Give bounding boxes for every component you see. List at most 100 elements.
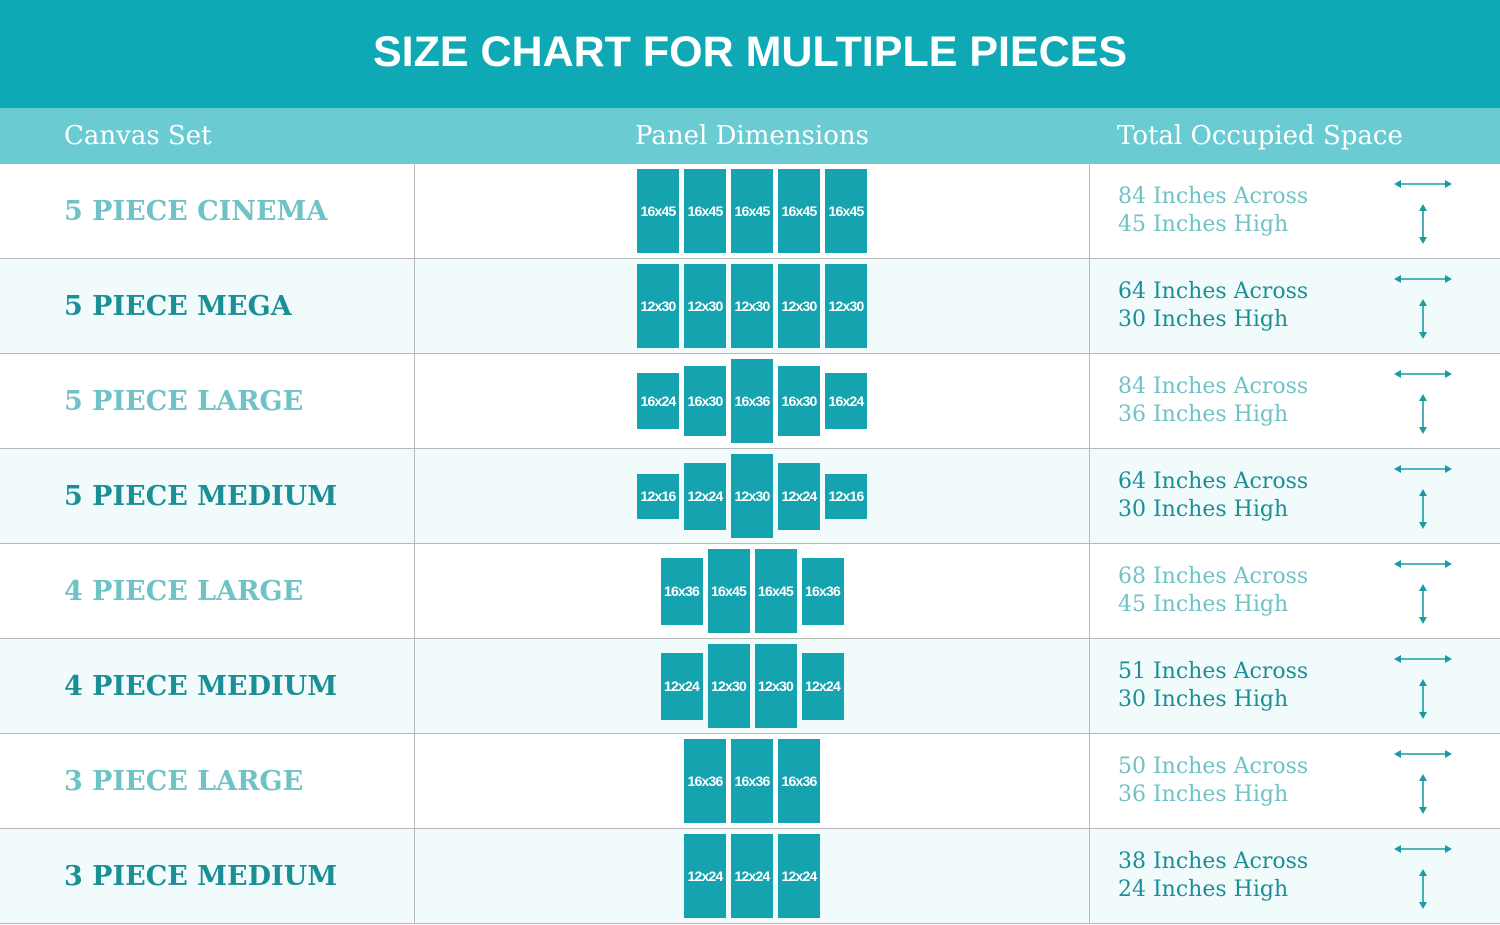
panel: 16x45 bbox=[731, 169, 773, 253]
height-text: 30 Inches High bbox=[1118, 497, 1289, 522]
occupied-space: 50 Inches Across 36 Inches High bbox=[1090, 734, 1500, 828]
panel: 12x30 bbox=[707, 644, 750, 728]
page-title: SIZE CHART FOR MULTIPLE PIECES bbox=[0, 0, 1500, 108]
canvas-set-name: 5 PIECE MEDIUM bbox=[0, 449, 415, 543]
panel: 12x24 bbox=[684, 834, 726, 918]
occupied-space: 84 Inches Across 36 Inches High bbox=[1090, 354, 1500, 448]
table-row: 3 PIECE LARGE 16x36 16x36 16x36 50 Inches … bbox=[0, 734, 1500, 829]
panel: 16x45 bbox=[637, 169, 679, 253]
panel: 12x24 bbox=[731, 834, 773, 918]
width-text: 84 Inches Across bbox=[1118, 184, 1309, 209]
panel: 12x30 bbox=[754, 644, 797, 728]
panel: 12x24 bbox=[778, 834, 820, 918]
panel: 12x24 bbox=[778, 462, 820, 530]
occupied-space: 38 Inches Across 24 Inches High bbox=[1090, 829, 1500, 923]
panel-layout: 12x16 12x24 12x30 12x24 12x16 bbox=[415, 449, 1090, 543]
height-text: 45 Inches High bbox=[1118, 212, 1289, 237]
vertical-arrow-icon bbox=[1417, 679, 1429, 727]
vertical-arrow-icon bbox=[1417, 774, 1429, 822]
horizontal-arrow-icon bbox=[1394, 550, 1452, 578]
table-row: 5 PIECE MEGA 12x30 12x30 12x30 12x30 12x30 6… bbox=[0, 259, 1500, 354]
vertical-arrow-icon bbox=[1417, 204, 1429, 252]
panel-layout: 12x30 12x30 12x30 12x30 12x30 bbox=[415, 259, 1090, 353]
width-text: 68 Inches Across bbox=[1118, 564, 1309, 589]
occupied-space: 68 Inches Across 45 Inches High bbox=[1090, 544, 1500, 638]
panel: 16x36 bbox=[660, 557, 703, 625]
occupied-space: 84 Inches Across 45 Inches High bbox=[1090, 164, 1500, 258]
panel: 12x24 bbox=[801, 652, 844, 720]
horizontal-arrow-icon bbox=[1394, 360, 1452, 388]
horizontal-arrow-icon bbox=[1394, 265, 1452, 293]
table-row: 4 PIECE MEDIUM 12x24 12x30 12x30 12x24 51 I… bbox=[0, 639, 1500, 734]
width-text: 64 Inches Across bbox=[1118, 279, 1309, 304]
horizontal-arrow-icon bbox=[1394, 455, 1452, 483]
canvas-set-name: 5 PIECE CINEMA bbox=[0, 164, 415, 258]
panel: 16x45 bbox=[778, 169, 820, 253]
vertical-arrow-icon bbox=[1417, 869, 1429, 917]
width-text: 84 Inches Across bbox=[1118, 374, 1309, 399]
panel: 12x16 bbox=[637, 473, 679, 519]
panel: 12x30 bbox=[778, 264, 820, 348]
panel: 16x24 bbox=[825, 373, 867, 429]
canvas-set-name: 5 PIECE MEGA bbox=[0, 259, 415, 353]
panel: 16x45 bbox=[684, 169, 726, 253]
table-header: Canvas Set Panel Dimensions Total Occupi… bbox=[0, 108, 1500, 164]
panel: 12x16 bbox=[825, 473, 867, 519]
panel: 16x36 bbox=[731, 359, 773, 443]
occupied-space: 64 Inches Across 30 Inches High bbox=[1090, 449, 1500, 543]
vertical-arrow-icon bbox=[1417, 299, 1429, 347]
table-row: 4 PIECE LARGE 16x36 16x45 16x45 16x36 68 In… bbox=[0, 544, 1500, 639]
vertical-arrow-icon bbox=[1417, 489, 1429, 537]
horizontal-arrow-icon bbox=[1394, 835, 1452, 863]
panel: 16x45 bbox=[707, 549, 750, 633]
width-text: 50 Inches Across bbox=[1118, 754, 1309, 779]
height-text: 24 Inches High bbox=[1118, 877, 1289, 902]
occupied-space: 51 Inches Across 30 Inches High bbox=[1090, 639, 1500, 733]
height-text: 45 Inches High bbox=[1118, 592, 1289, 617]
panel: 16x36 bbox=[684, 739, 726, 823]
vertical-arrow-icon bbox=[1417, 394, 1429, 442]
panel: 12x24 bbox=[684, 462, 726, 530]
panel-layout: 16x24 16x30 16x36 16x30 16x24 bbox=[415, 354, 1090, 448]
table-row: 3 PIECE MEDIUM 12x24 12x24 12x24 38 Inches… bbox=[0, 829, 1500, 924]
occupied-space: 64 Inches Across 30 Inches High bbox=[1090, 259, 1500, 353]
panel: 16x30 bbox=[684, 366, 726, 436]
panel: 16x45 bbox=[754, 549, 797, 633]
canvas-set-name: 3 PIECE MEDIUM bbox=[0, 829, 415, 923]
table-row: 5 PIECE CINEMA 16x45 16x45 16x45 16x45 16x45… bbox=[0, 164, 1500, 259]
width-text: 64 Inches Across bbox=[1118, 469, 1309, 494]
panel-layout: 16x36 16x45 16x45 16x36 bbox=[415, 544, 1090, 638]
header-total-space: Total Occupied Space bbox=[1117, 121, 1403, 151]
table-row: 5 PIECE LARGE 16x24 16x30 16x36 16x30 16x24 … bbox=[0, 354, 1500, 449]
panel: 12x30 bbox=[731, 264, 773, 348]
height-text: 36 Inches High bbox=[1118, 782, 1289, 807]
canvas-set-name: 4 PIECE MEDIUM bbox=[0, 639, 415, 733]
panel: 12x30 bbox=[731, 454, 773, 538]
height-text: 30 Inches High bbox=[1118, 307, 1289, 332]
panel: 16x36 bbox=[801, 557, 844, 625]
vertical-arrow-icon bbox=[1417, 584, 1429, 632]
panel-layout: 16x36 16x36 16x36 bbox=[415, 734, 1090, 828]
canvas-set-name: 5 PIECE LARGE bbox=[0, 354, 415, 448]
width-text: 51 Inches Across bbox=[1118, 659, 1309, 684]
canvas-set-name: 3 PIECE LARGE bbox=[0, 734, 415, 828]
title-text: SIZE CHART FOR MULTIPLE PIECES bbox=[372, 27, 1128, 76]
panel: 12x30 bbox=[637, 264, 679, 348]
panel: 16x36 bbox=[778, 739, 820, 823]
horizontal-arrow-icon bbox=[1394, 645, 1452, 673]
panel: 12x30 bbox=[825, 264, 867, 348]
panel-layout: 12x24 12x30 12x30 12x24 bbox=[415, 639, 1090, 733]
panel: 16x30 bbox=[778, 366, 820, 436]
header-canvas-set: Canvas Set bbox=[64, 121, 212, 151]
height-text: 36 Inches High bbox=[1118, 402, 1289, 427]
header-panel-dimensions: Panel Dimensions bbox=[635, 121, 869, 151]
panel: 16x45 bbox=[825, 169, 867, 253]
horizontal-arrow-icon bbox=[1394, 170, 1452, 198]
horizontal-arrow-icon bbox=[1394, 740, 1452, 768]
table-row: 5 PIECE MEDIUM 12x16 12x24 12x30 12x24 12x16… bbox=[0, 449, 1500, 544]
canvas-set-name: 4 PIECE LARGE bbox=[0, 544, 415, 638]
width-text: 38 Inches Across bbox=[1118, 849, 1309, 874]
height-text: 30 Inches High bbox=[1118, 687, 1289, 712]
size-table: 5 PIECE CINEMA 16x45 16x45 16x45 16x45 16x45… bbox=[0, 164, 1500, 924]
panel: 16x24 bbox=[637, 373, 679, 429]
